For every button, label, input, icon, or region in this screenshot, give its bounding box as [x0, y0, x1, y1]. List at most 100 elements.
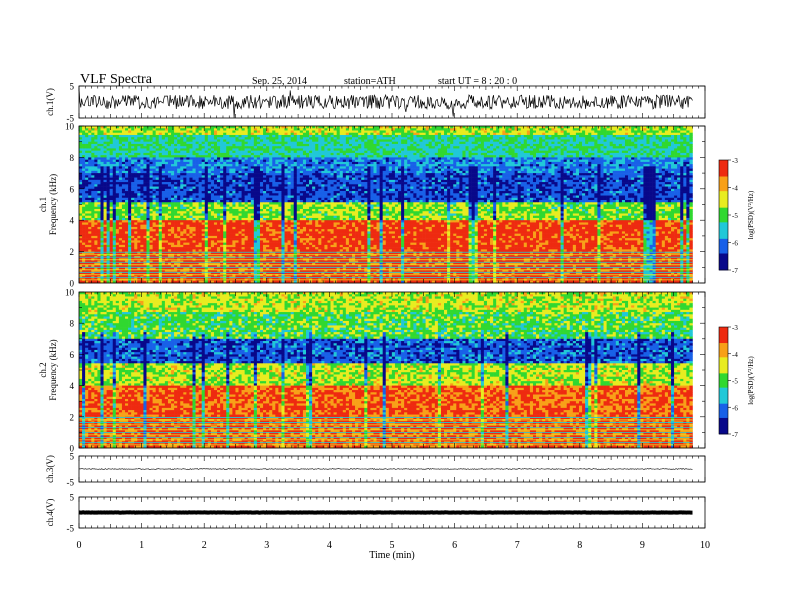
heatmap-cell: [505, 128, 509, 131]
heatmap-cell: [241, 134, 245, 138]
heatmap-cell: [431, 175, 436, 178]
heatmap-cell: [548, 128, 552, 131]
heatmap-cell: [241, 170, 245, 174]
heatmap-cell: [198, 137, 202, 140]
heatmap-cell: [155, 173, 160, 176]
heatmap-cell: [355, 143, 359, 147]
heatmap-cell: [88, 146, 92, 149]
heatmap-cell: [563, 168, 568, 172]
heatmap-cell: [667, 152, 672, 156]
heatmap-cell: [210, 143, 215, 147]
heatmap-cell: [174, 152, 178, 156]
heatmap-cell: [183, 166, 187, 169]
heatmap-cell: [388, 141, 393, 145]
heatmap-cell: [85, 152, 89, 156]
heatmap-cell: [226, 126, 230, 129]
heatmap-cell: [305, 148, 310, 151]
heatmap-cell: [189, 168, 193, 172]
heatmap-cell: [486, 143, 491, 147]
heatmap-cell: [161, 173, 166, 176]
heatmap-cell: [652, 175, 656, 178]
heatmap-cell: [511, 161, 515, 165]
heatmap-cell: [223, 152, 227, 156]
heatmap-cell: [431, 128, 436, 131]
heatmap-cell: [388, 152, 393, 156]
heatmap-cell: [554, 128, 558, 131]
heatmap-cell: [490, 128, 494, 131]
heatmap-cell: [318, 161, 322, 165]
heatmap-cell: [146, 177, 150, 181]
heatmap-cell: [514, 155, 518, 158]
heatmap-cell: [609, 159, 614, 163]
heatmap-cell: [474, 143, 479, 147]
heatmap-cell: [634, 164, 638, 167]
heatmap-cell: [373, 137, 377, 140]
heatmap-cell: [180, 166, 184, 169]
heatmap-cell: [456, 157, 460, 160]
heatmap-cell: [134, 143, 138, 147]
heatmap-cell: [88, 157, 92, 160]
heatmap-cell: [134, 166, 138, 169]
heatmap-cell: [649, 146, 653, 149]
heatmap-cell: [82, 143, 86, 147]
heatmap-cell: [563, 128, 568, 131]
heatmap-cell: [649, 157, 653, 160]
heatmap-cell: [419, 175, 423, 178]
y-tick-label: 5: [70, 82, 75, 92]
heatmap-cell: [483, 159, 488, 163]
heatmap-cell: [499, 130, 503, 134]
heatmap-cell: [241, 166, 245, 169]
heatmap-cell: [103, 148, 107, 151]
heatmap-cell: [275, 137, 279, 140]
heatmap-cell: [674, 157, 678, 160]
heatmap-cell: [345, 150, 350, 154]
heatmap-cell: [680, 143, 684, 147]
heatmap-cell: [220, 150, 224, 154]
heatmap-cell: [459, 170, 463, 174]
heatmap-cell: [468, 173, 472, 176]
heatmap-cell: [373, 164, 377, 167]
heatmap-cell: [490, 146, 494, 149]
heatmap-cell: [661, 166, 666, 169]
heatmap-cell: [324, 168, 328, 172]
heatmap-cell: [109, 157, 114, 160]
heatmap-cell: [180, 173, 184, 176]
heatmap-cell: [97, 139, 101, 142]
heatmap-cell: [606, 126, 610, 129]
heatmap-cell: [388, 146, 393, 149]
heatmap-cell: [367, 141, 371, 145]
heatmap-cell: [370, 157, 374, 160]
heatmap-cell: [152, 155, 156, 158]
heatmap-cell: [483, 128, 488, 131]
heatmap-cell: [419, 161, 423, 165]
heatmap-cell: [493, 139, 497, 142]
heatmap-cell: [465, 166, 469, 169]
heatmap-cell: [290, 159, 295, 163]
heatmap-cell: [223, 134, 227, 138]
heatmap-cell: [631, 134, 635, 138]
heatmap-cell: [468, 175, 472, 178]
heatmap-cell: [189, 128, 193, 131]
heatmap-cell: [434, 157, 439, 160]
heatmap-cell: [404, 159, 408, 163]
heatmap-cell: [431, 143, 436, 147]
heatmap-cell: [302, 155, 307, 158]
chart-title: VLF Spectra: [80, 72, 152, 88]
heatmap-cell: [419, 130, 423, 134]
heatmap-cell: [536, 177, 540, 181]
heatmap-cell: [91, 159, 95, 163]
heatmap-cell: [394, 166, 399, 169]
heatmap-cell: [649, 170, 653, 174]
heatmap-cell: [250, 150, 255, 154]
heatmap-cell: [287, 128, 291, 131]
heatmap-cell: [309, 137, 313, 140]
heatmap-cell: [210, 128, 215, 131]
heatmap-cell: [189, 161, 193, 165]
heatmap-cell: [364, 152, 368, 156]
heatmap-cell: [186, 128, 190, 131]
heatmap-cell: [655, 126, 660, 129]
heatmap-cell: [404, 175, 408, 178]
heatmap-cell: [686, 137, 690, 140]
heatmap-cell: [569, 150, 574, 154]
heatmap-cell: [572, 146, 577, 149]
